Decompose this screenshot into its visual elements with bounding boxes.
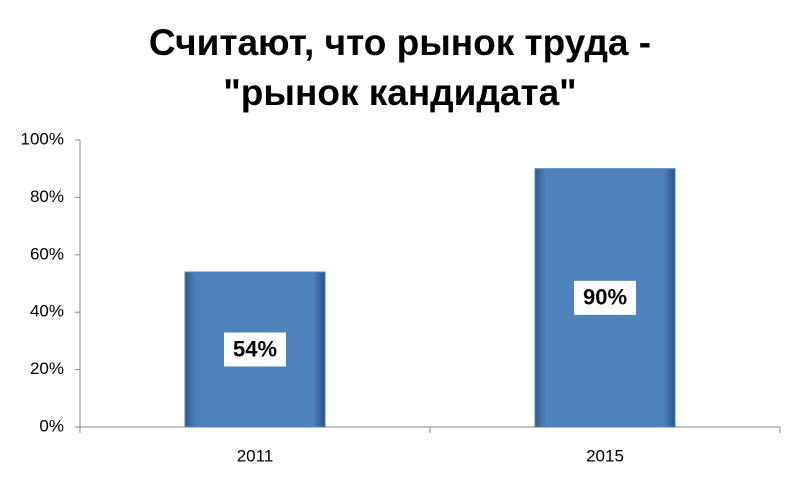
chart-title: Считают, что рынок труда - "рынок кандид… (148, 22, 652, 113)
y-tick-label: 40% (30, 302, 64, 321)
y-tick-label: 60% (30, 244, 64, 263)
y-tick-label: 20% (30, 359, 64, 378)
value-label: 90% (583, 285, 627, 310)
y-tick-label: 0% (39, 416, 64, 435)
x-tick-label: 2015 (586, 446, 624, 465)
value-label-box (224, 332, 286, 367)
value-label-box (574, 280, 636, 315)
y-tick-label: 80% (30, 187, 64, 206)
x-tick-label: 2011 (237, 446, 274, 465)
value-label: 54% (233, 336, 277, 361)
y-tick-label: 100% (21, 129, 64, 148)
